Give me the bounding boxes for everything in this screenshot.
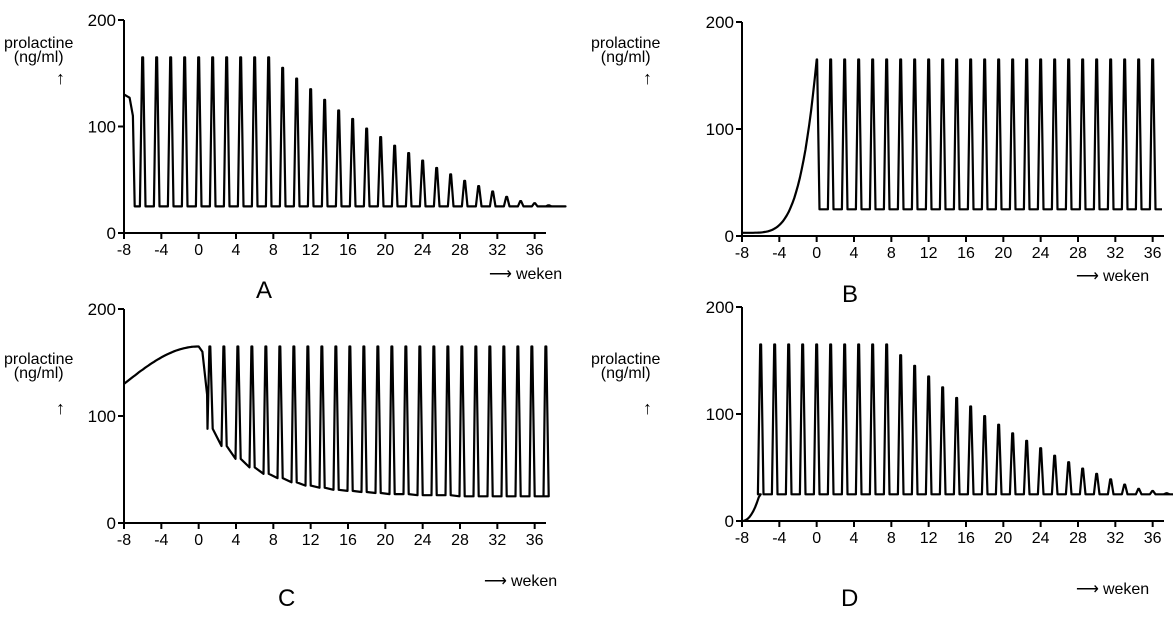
x-tick-label: -4 bbox=[772, 245, 786, 262]
x-tick-label: 24 bbox=[414, 532, 432, 549]
x-tick-label: -8 bbox=[735, 245, 749, 262]
x-tick-label: 32 bbox=[488, 242, 506, 259]
y-tick-label: 100 bbox=[706, 405, 734, 424]
right-arrow-icon: ⟶ bbox=[1076, 581, 1099, 598]
x-axis-label-text: weken bbox=[1103, 581, 1149, 598]
x-tick-label: 0 bbox=[194, 242, 203, 259]
x-tick-label: -4 bbox=[772, 530, 786, 547]
x-tick-label: 16 bbox=[339, 532, 357, 549]
x-tick-label: 36 bbox=[526, 532, 544, 549]
line-chart-a: 0 100 200 -8 -4 0 4 8 12 16 20 24 28 32 36 bbox=[0, 0, 586, 309]
y-tick-label: 100 bbox=[88, 407, 116, 426]
x-tick-label: -4 bbox=[154, 242, 168, 259]
x-tick-label: 4 bbox=[232, 242, 241, 259]
x-tick-label: 4 bbox=[850, 245, 859, 262]
y-tick-label: 0 bbox=[725, 512, 734, 531]
x-tick-label: 12 bbox=[920, 530, 938, 547]
x-tick-label: 24 bbox=[414, 242, 432, 259]
x-axis-label: ⟶ weken bbox=[1076, 579, 1149, 599]
x-tick-label: 20 bbox=[994, 530, 1012, 547]
x-tick-label: 28 bbox=[1069, 245, 1087, 262]
series-line bbox=[124, 57, 566, 206]
x-tick-label: 8 bbox=[887, 245, 896, 262]
panel-label-b: B bbox=[842, 281, 858, 309]
x-axis-label-text: weken bbox=[516, 266, 562, 283]
x-tick-label: 20 bbox=[994, 245, 1012, 262]
x-axis-label: ⟶ weken bbox=[484, 571, 557, 591]
chart-panel-a: prolactine (ng/ml) ↑ 0 100 200 -8 -4 0 4 8 12 16 2… bbox=[0, 0, 586, 309]
x-tick-label: 12 bbox=[302, 532, 320, 549]
x-tick-label: 12 bbox=[302, 242, 320, 259]
x-axis-label: ⟶ weken bbox=[489, 264, 562, 284]
chart-panel-d: prolactine (ng/ml) ↑ 0 100 200 -8 -4 0 4 8 12 16 2… bbox=[587, 309, 1173, 618]
y-tick-label: 100 bbox=[706, 120, 734, 139]
x-tick-label: 8 bbox=[269, 532, 278, 549]
series-line bbox=[742, 60, 1162, 233]
x-tick-label: 20 bbox=[376, 242, 394, 259]
x-tick-label: 32 bbox=[1106, 245, 1124, 262]
series-line bbox=[124, 347, 549, 497]
right-arrow-icon: ⟶ bbox=[484, 573, 507, 590]
x-tick-label: 8 bbox=[269, 242, 278, 259]
x-tick-label: -8 bbox=[117, 242, 131, 259]
series-line bbox=[742, 345, 1173, 522]
x-axis-label-text: weken bbox=[511, 573, 557, 590]
x-tick-label: 16 bbox=[339, 242, 357, 259]
x-tick-label: 0 bbox=[812, 530, 821, 547]
right-arrow-icon: ⟶ bbox=[489, 266, 512, 283]
x-tick-label: 4 bbox=[850, 530, 859, 547]
x-tick-label: 8 bbox=[887, 530, 896, 547]
x-tick-label: 28 bbox=[451, 532, 469, 549]
y-tick-label: 0 bbox=[107, 224, 116, 243]
y-tick-label: 0 bbox=[107, 514, 116, 533]
x-tick-label: -4 bbox=[154, 532, 168, 549]
x-axis-label-text: weken bbox=[1103, 268, 1149, 285]
x-tick-label: 24 bbox=[1032, 245, 1050, 262]
panel-label-a: A bbox=[256, 277, 272, 305]
y-tick-label: 100 bbox=[88, 118, 116, 137]
x-tick-label: 32 bbox=[1106, 530, 1124, 547]
x-tick-label: 16 bbox=[957, 245, 975, 262]
y-tick-label: 0 bbox=[725, 227, 734, 246]
y-tick-label: 200 bbox=[706, 298, 734, 317]
x-tick-label: 32 bbox=[488, 532, 506, 549]
chart-panel-b: prolactine (ng/ml) ↑ 0 100 200 -8 -4 0 4 8 12 16 2… bbox=[587, 0, 1173, 309]
x-tick-label: 0 bbox=[812, 245, 821, 262]
x-tick-label: -8 bbox=[117, 532, 131, 549]
x-tick-label: 28 bbox=[451, 242, 469, 259]
x-tick-label: 16 bbox=[957, 530, 975, 547]
panel-label-c: C bbox=[278, 585, 295, 613]
x-tick-label: 36 bbox=[1144, 245, 1162, 262]
x-tick-label: 12 bbox=[920, 245, 938, 262]
x-tick-label: 24 bbox=[1032, 530, 1050, 547]
x-tick-label: -8 bbox=[735, 530, 749, 547]
y-tick-label: 200 bbox=[88, 300, 116, 319]
x-tick-label: 4 bbox=[232, 532, 241, 549]
line-chart-d: 0 100 200 -8 -4 0 4 8 12 16 20 24 28 32 36 bbox=[587, 309, 1173, 618]
x-tick-label: 20 bbox=[376, 532, 394, 549]
x-tick-label: 28 bbox=[1069, 530, 1087, 547]
x-tick-label: 36 bbox=[1144, 530, 1162, 547]
y-tick-label: 200 bbox=[88, 11, 116, 30]
panel-label-d: D bbox=[841, 585, 858, 613]
line-chart-b: 0 100 200 -8 -4 0 4 8 12 16 20 24 28 32 36 bbox=[587, 0, 1173, 309]
right-arrow-icon: ⟶ bbox=[1076, 268, 1099, 285]
chart-panel-c: prolactine (ng/ml) ↑ 0 100 200 -8 -4 0 4 8 12 16 2… bbox=[0, 309, 586, 618]
x-axis-label: ⟶ weken bbox=[1076, 266, 1149, 286]
y-tick-label: 200 bbox=[706, 13, 734, 32]
x-tick-label: 0 bbox=[194, 532, 203, 549]
x-tick-label: 36 bbox=[526, 242, 544, 259]
